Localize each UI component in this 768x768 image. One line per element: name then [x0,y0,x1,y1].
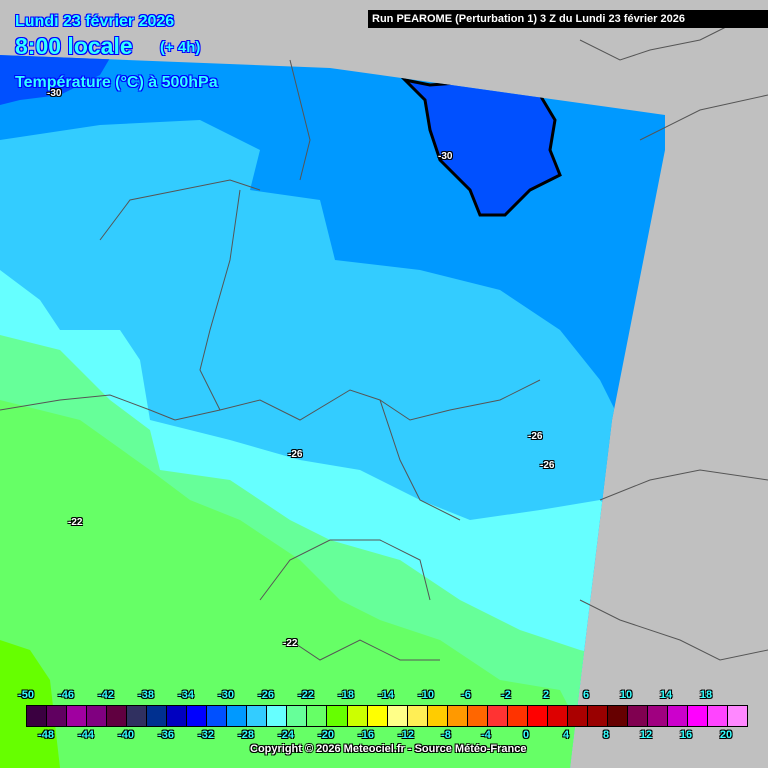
band-minus-34-nw [0,55,110,105]
legend-tick-label: -32 [198,729,214,741]
legend-swatch [87,706,108,726]
legend-tick-label: 0 [522,729,530,741]
legend-swatch [527,706,548,726]
borders [0,19,768,661]
legend-tick-label: -22 [298,689,314,701]
legend-swatch [708,706,729,726]
legend-swatch [607,706,628,726]
legend-tick-label: 18 [699,689,713,701]
legend-swatch [347,706,368,726]
legend-swatch [167,706,188,726]
legend-swatch [367,706,388,726]
contour-label: -26 [528,431,543,442]
forecast-offset: (+ 4h) [160,39,201,56]
legend-tick-label: -28 [238,729,254,741]
legend-swatch [287,706,308,726]
legend-swatch [107,706,128,726]
legend-swatch [567,706,588,726]
legend-tick-label: -14 [378,689,394,701]
legend-tick-label: -6 [461,689,471,701]
legend-swatch [547,706,568,726]
legend-swatch [267,706,288,726]
legend-tick-label: -2 [501,689,511,701]
legend-tick-label: 10 [619,689,633,701]
legend-tick-label: -10 [418,689,434,701]
band-minus-22 [0,400,600,768]
legend-swatch [427,706,448,726]
legend-tick-label: -16 [358,729,374,741]
legend-tick-label: -50 [18,689,34,701]
legend-tick-label: -24 [278,729,294,741]
legend-tick-label: -48 [38,729,54,741]
legend-tick-label: -36 [158,729,174,741]
legend-swatch [207,706,228,726]
legend-swatch [668,706,689,726]
legend-tick-label: -38 [138,689,154,701]
legend-swatch [647,706,668,726]
legend-swatch [407,706,428,726]
parameter-title: Température (°C) à 500hPa [15,74,218,91]
legend-swatch [147,706,168,726]
forecast-date: Lundi 23 février 2026 [15,13,175,30]
legend-tick-label: -4 [481,729,491,741]
color-legend [26,705,748,727]
contour-label: -22 [283,638,298,649]
legend-swatch [27,706,48,726]
legend-swatch [187,706,208,726]
legend-tick-label: -42 [98,689,114,701]
legend-tick-label: 20 [719,729,733,741]
legend-tick-label: 8 [602,729,610,741]
legend-swatch [487,706,508,726]
legend-tick-label: 14 [659,689,673,701]
legend-tick-label: -26 [258,689,274,701]
legend-swatch [387,706,408,726]
band-minus-20 [0,640,60,768]
copyright: Copyright © 2026 Meteociel.fr - Source M… [250,743,527,755]
contour-label: -22 [68,517,83,528]
contour-label: -30 [438,151,453,162]
legend-tick-label: -20 [318,729,334,741]
contour-label: -26 [288,449,303,460]
legend-tick-label: 4 [562,729,570,741]
legend-swatch [67,706,88,726]
legend-swatch [447,706,468,726]
legend-tick-label: -40 [118,729,134,741]
contour-label: -30 [47,88,62,99]
legend-swatch [587,706,608,726]
legend-swatch [47,706,68,726]
legend-tick-label: 2 [542,689,550,701]
contour-label: -26 [540,460,555,471]
legend-swatch [227,706,248,726]
legend-swatch [327,706,348,726]
legend-swatch [247,706,268,726]
legend-tick-label: 12 [639,729,653,741]
legend-swatch [688,706,709,726]
legend-tick-label: 16 [679,729,693,741]
legend-swatch [467,706,488,726]
legend-tick-label: -34 [178,689,194,701]
legend-swatch [307,706,328,726]
legend-tick-label: 6 [582,689,590,701]
legend-tick-label: -30 [218,689,234,701]
legend-swatch [127,706,148,726]
legend-tick-label: -46 [58,689,74,701]
run-info: Run PEAROME (Perturbation 1) 3 Z du Lund… [368,10,768,28]
forecast-time: 8:00 locale [15,33,133,59]
legend-swatch [728,706,748,726]
legend-swatch [507,706,528,726]
legend-tick-label: -12 [398,729,414,741]
legend-tick-label: -8 [441,729,451,741]
legend-tick-label: -44 [78,729,94,741]
legend-swatch [627,706,648,726]
legend-tick-label: -18 [338,689,354,701]
